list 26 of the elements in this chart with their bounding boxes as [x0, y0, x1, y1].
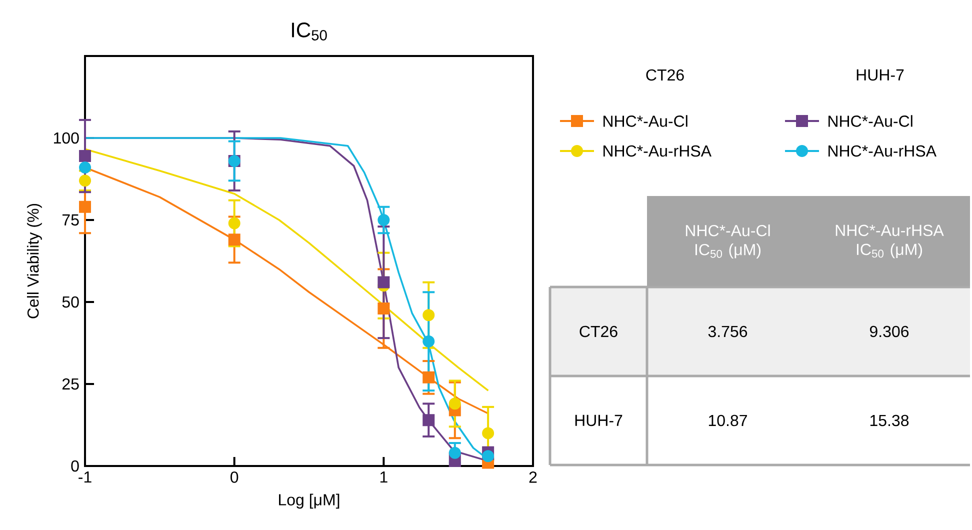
text: HUH-7 — [856, 69, 904, 81]
y-tick-label: 50 — [62, 296, 79, 308]
y-axis-title: Cell Viability (%) — [27, 204, 42, 318]
text: CT26 — [646, 69, 684, 81]
category-label: HUH-7 — [575, 414, 622, 426]
chart-title: IC$_{50}$ — [292, 22, 327, 40]
x-tick-label: 2 — [529, 472, 537, 483]
x-tick-label: -1 — [78, 472, 92, 483]
text: 10.87 — [708, 414, 747, 426]
legend-label: NHC*-Au-rHSA — [604, 145, 712, 157]
legend-label: NHC*-Au-Cl — [604, 115, 688, 127]
category-label: CT26 — [580, 326, 618, 338]
text: 9.306 — [870, 326, 909, 338]
y-tick-label: 0 — [71, 460, 79, 472]
y-tick-label: 75 — [62, 214, 79, 226]
x-axis-title: Log [μM] — [279, 494, 340, 509]
x-tick-label: 1 — [380, 472, 388, 483]
category-label: NHC*-Au-rHSA IC$_{50}$ (μM) — [836, 224, 944, 258]
legend-label: NHC*-Au-Cl — [828, 115, 912, 127]
x-tick-label: 0 — [230, 472, 238, 483]
category-label: NHC*-Au-Cl IC$_{50}$ (μM) — [686, 224, 770, 258]
text: 15.38 — [870, 414, 909, 426]
legend-label: NHC*-Au-rHSA — [828, 145, 936, 157]
y-tick-label: 100 — [54, 132, 79, 144]
y-tick-label: 25 — [62, 378, 79, 390]
text: 3.756 — [708, 326, 748, 338]
